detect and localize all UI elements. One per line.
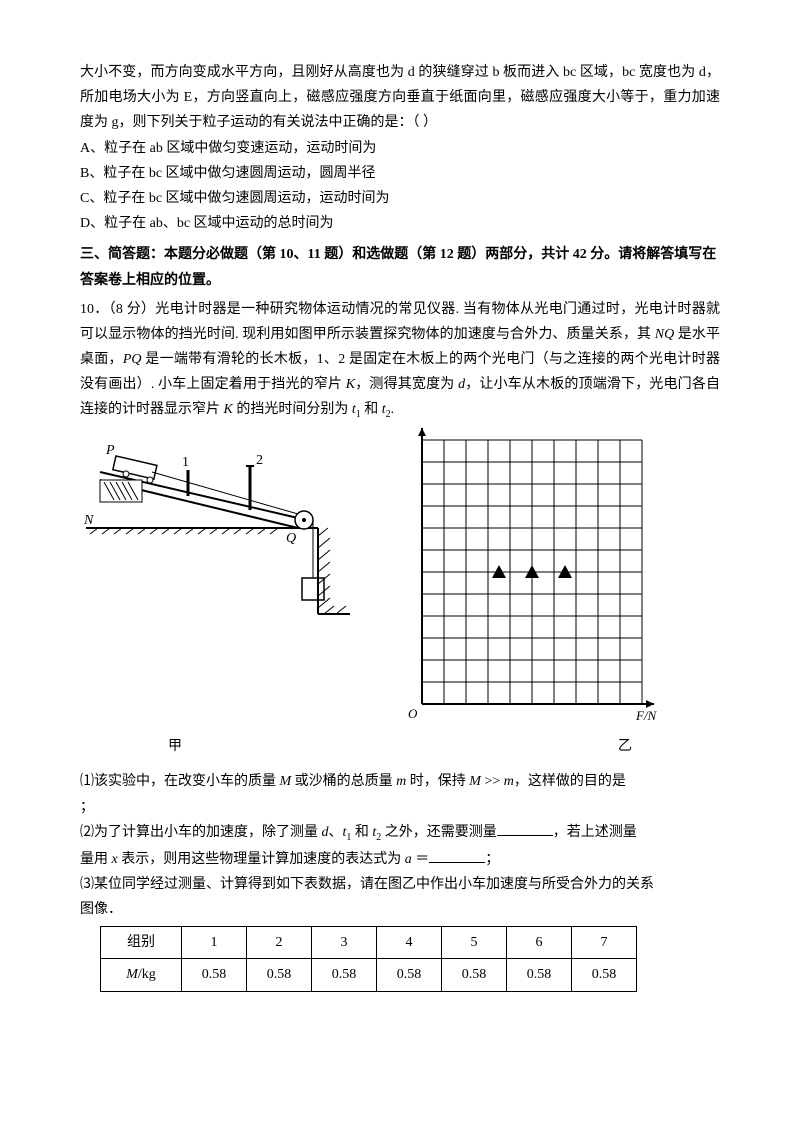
label-1: 1 <box>182 455 189 470</box>
s1-gt: >> <box>481 774 504 789</box>
s1-semi: ； <box>80 800 94 815</box>
q10-sub3b: 图像． <box>80 897 720 922</box>
s2-text-b: 、 <box>329 825 343 840</box>
s2-eq: ＝ <box>412 852 430 867</box>
q10-text-4: ，测得其宽度为 <box>355 377 458 392</box>
label-2: 2 <box>256 453 263 468</box>
table-rowhead: M/kg <box>101 959 182 991</box>
table-cell: 0.58 <box>182 959 247 991</box>
sym-pq: PQ <box>123 352 142 367</box>
s2f-pre: 量用 <box>80 852 112 867</box>
blank-formula <box>429 848 485 863</box>
svg-text:F/N: F/N <box>635 708 658 723</box>
sym-nq: NQ <box>655 327 674 342</box>
s1-m: m <box>396 774 406 789</box>
s1-text-e: ，这样做的目的是 <box>514 774 626 789</box>
s2-end: ； <box>485 852 499 867</box>
q10-sub2: ⑵为了计算出小车的加速度，除了测量 d、t1 和 t2 之外，还需要测量，若上述… <box>80 820 720 847</box>
caption-left: 甲 <box>80 734 270 759</box>
table-cell: 5 <box>442 927 507 959</box>
label-n: N <box>83 513 94 528</box>
q10-sub2b: 量用 x 表示，则用这些物理量计算加速度的表达式为 a ＝； <box>80 847 720 872</box>
s1-M2: M <box>469 774 481 789</box>
blank-measure <box>497 821 553 836</box>
s1-text-a: ⑴该实验中，在改变小车的质量 <box>80 774 280 789</box>
s1-text-b: 或沙桶的总质量 <box>291 774 396 789</box>
section-3-title: 三、简答题：本题分必做题（第 10、11 题）和选做题（第 12 题）两部分，共… <box>80 242 720 292</box>
caption-right: 乙 <box>270 734 720 759</box>
figure-captions: 甲 乙 <box>80 734 720 759</box>
s2-text-c: 和 <box>351 825 372 840</box>
figure-row: P 1 2 N Q <box>80 428 720 728</box>
s2-a: a <box>405 852 412 867</box>
s2-text-f: 表示，则用这些物理量计算加速度的表达式为 <box>118 852 405 867</box>
figure-apparatus: P 1 2 N Q <box>80 428 360 728</box>
q9-opt-d: D、粒子在 ab、bc 区域中运动的总时间为 <box>80 211 720 236</box>
s1-text-c: 时，保持 <box>406 774 469 789</box>
table-cell: 0.58 <box>507 959 572 991</box>
table-cell: 1 <box>182 927 247 959</box>
q10-text-1: 10．（8 分）光电计时器是一种研究物体运动情况的常见仪器. 当有物体从光电门通… <box>80 302 720 342</box>
table-cell: 0.58 <box>572 959 637 991</box>
q10-sub1: ⑴该实验中，在改变小车的质量 M 或沙桶的总质量 m 时，保持 M >> m，这… <box>80 769 720 819</box>
q10-sub3: ⑶某位同学经过测量、计算得到如下表数据，请在图乙中作出小车加速度与所受合外力的关… <box>80 872 720 897</box>
s2-text-e: ，若上述测量 <box>553 825 637 840</box>
label-q: Q <box>286 531 296 546</box>
figure-chart: a/m·s-2F/NO <box>390 428 670 728</box>
table-cell: 0.58 <box>442 959 507 991</box>
q9-opt-b: B、粒子在 bc 区域中做匀速圆周运动，圆周半径 <box>80 161 720 186</box>
q9-opt-a: A、粒子在 ab 区域中做匀变速运动，运动时间为 <box>80 136 720 161</box>
table-cell: 0.58 <box>247 959 312 991</box>
sym-k2: K <box>224 402 233 417</box>
sym-k: K <box>346 377 355 392</box>
label-p: P <box>105 443 115 458</box>
table-cell: 4 <box>377 927 442 959</box>
q10-end: . <box>391 402 395 417</box>
data-table: 组别1234567M/kg0.580.580.580.580.580.580.5… <box>100 926 637 991</box>
table-cell: 2 <box>247 927 312 959</box>
s2-d: d <box>322 825 329 840</box>
svg-text:a/m·s: a/m·s <box>426 428 454 429</box>
table-rowhead: 组别 <box>101 927 182 959</box>
q9-stem: 大小不变，而方向变成水平方向，且刚好从高度也为 d 的狭缝穿过 b 板而进入 b… <box>80 60 720 136</box>
q10-and: 和 <box>361 402 382 417</box>
svg-text:O: O <box>408 706 418 721</box>
table-cell: 0.58 <box>377 959 442 991</box>
s2-text-d: 之外，还需要测量 <box>381 825 497 840</box>
q10-stem: 10．（8 分）光电计时器是一种研究物体运动情况的常见仪器. 当有物体从光电门通… <box>80 297 720 425</box>
table-cell: 3 <box>312 927 377 959</box>
s1-M: M <box>280 774 292 789</box>
q10-text-6: 的挡光时间分别为 <box>233 402 352 417</box>
q9-opt-c: C、粒子在 bc 区域中做匀速圆周运动，运动时间为 <box>80 186 720 211</box>
s2-text-a: ⑵为了计算出小车的加速度，除了测量 <box>80 825 322 840</box>
s1-m2: m <box>504 774 514 789</box>
table-cell: 6 <box>507 927 572 959</box>
table-cell: 0.58 <box>312 959 377 991</box>
table-cell: 7 <box>572 927 637 959</box>
